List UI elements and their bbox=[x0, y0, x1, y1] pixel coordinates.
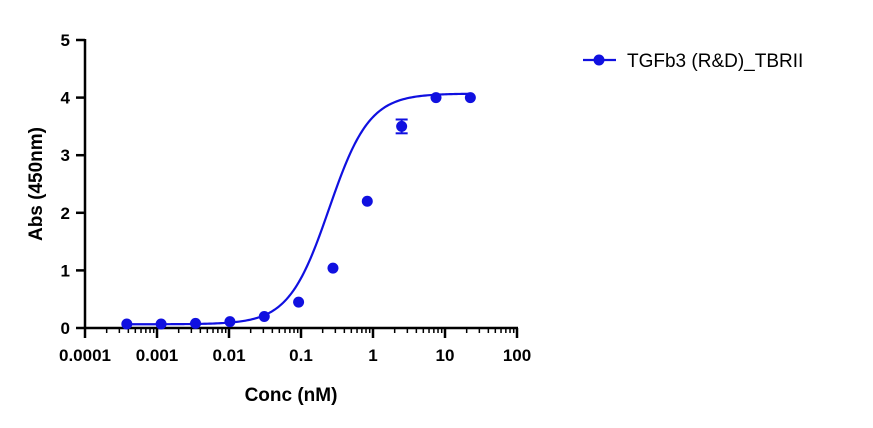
y-axis-ticks: 0 1 2 3 4 5 bbox=[61, 31, 85, 338]
data-point bbox=[190, 317, 202, 329]
x-tick-label: 10 bbox=[436, 346, 455, 365]
x-tick-label: 0.1 bbox=[289, 346, 313, 365]
x-tick-label: 100 bbox=[503, 346, 531, 365]
y-tick-label: 2 bbox=[61, 204, 70, 223]
x-tick-label: 1 bbox=[368, 346, 377, 365]
data-point bbox=[464, 92, 476, 104]
y-tick-label: 0 bbox=[61, 319, 70, 338]
y-tick-label: 1 bbox=[61, 261, 70, 280]
plot-area bbox=[121, 92, 476, 330]
data-point bbox=[121, 318, 133, 330]
x-tick-label: 0.001 bbox=[136, 346, 179, 365]
data-point bbox=[293, 296, 305, 308]
x-axis-ticks: 0.0001 0.001 0.01 0.1 1 10 100 bbox=[59, 328, 531, 365]
legend: TGFb3 (R&D)_TBRII bbox=[583, 51, 803, 72]
y-tick-label: 4 bbox=[61, 89, 71, 108]
axes bbox=[83, 39, 518, 330]
data-point bbox=[327, 262, 339, 274]
data-point bbox=[258, 310, 270, 322]
legend-entry-label: TGFb3 (R&D)_TBRII bbox=[627, 51, 803, 72]
x-tick-label: 0.0001 bbox=[59, 346, 111, 365]
y-tick-label: 5 bbox=[61, 31, 70, 50]
fit-curve bbox=[126, 92, 471, 326]
data-point bbox=[396, 120, 408, 132]
x-tick-label: 0.01 bbox=[212, 346, 245, 365]
data-point bbox=[224, 316, 236, 328]
y-tick-label: 3 bbox=[61, 146, 70, 165]
y-axis-title: Abs (450nm) bbox=[26, 127, 47, 241]
data-point bbox=[361, 195, 373, 207]
data-point bbox=[155, 318, 167, 330]
data-point bbox=[430, 92, 442, 104]
x-axis-title: Conc (nM) bbox=[245, 385, 338, 406]
legend-marker-swatch bbox=[593, 54, 605, 66]
